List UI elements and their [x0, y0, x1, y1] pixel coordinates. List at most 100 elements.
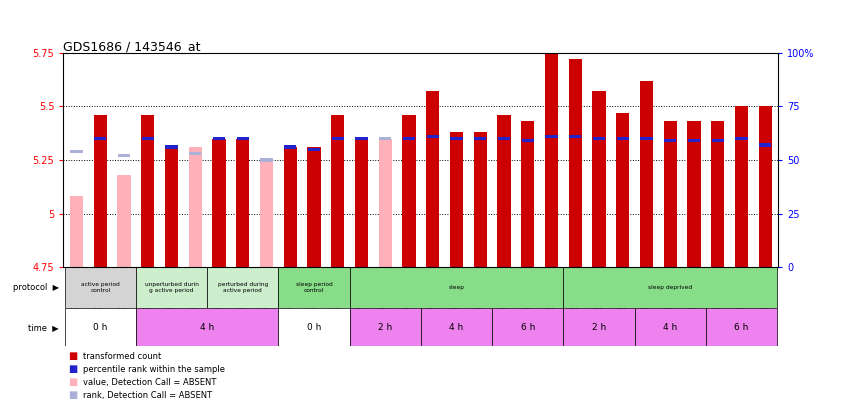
Bar: [165, 145, 178, 149]
Text: active period
control: active period control: [81, 282, 119, 293]
Bar: [735, 107, 748, 267]
Bar: [284, 145, 296, 149]
Bar: [64, 267, 136, 308]
Bar: [616, 113, 629, 267]
Bar: [403, 115, 415, 267]
Text: time  ▶: time ▶: [29, 322, 59, 332]
Bar: [521, 139, 534, 143]
Bar: [349, 267, 563, 308]
Bar: [640, 137, 653, 140]
Bar: [189, 152, 201, 155]
Bar: [283, 147, 297, 267]
Text: GDS1686 / 143546_at: GDS1686 / 143546_at: [63, 40, 201, 53]
Text: 6 h: 6 h: [520, 322, 535, 332]
Bar: [688, 139, 700, 143]
Bar: [136, 308, 278, 346]
Bar: [711, 139, 724, 143]
Bar: [426, 91, 439, 267]
Bar: [355, 139, 368, 267]
Bar: [521, 122, 535, 267]
Bar: [420, 308, 492, 346]
Bar: [634, 308, 706, 346]
Bar: [278, 267, 349, 308]
Text: perturbed during
active period: perturbed during active period: [217, 282, 268, 293]
Bar: [379, 137, 392, 140]
Bar: [261, 158, 272, 162]
Bar: [64, 308, 136, 346]
Bar: [236, 139, 250, 267]
Text: sleep: sleep: [448, 285, 464, 290]
Text: ■: ■: [68, 377, 77, 387]
Bar: [141, 115, 154, 267]
Bar: [308, 147, 321, 151]
Bar: [474, 132, 486, 267]
Bar: [664, 139, 677, 143]
Text: protocol  ▶: protocol ▶: [13, 283, 59, 292]
Bar: [706, 308, 777, 346]
Text: sleep period
control: sleep period control: [295, 282, 332, 293]
Text: ■: ■: [68, 352, 77, 361]
Bar: [141, 137, 154, 140]
Bar: [640, 81, 653, 267]
Text: rank, Detection Call = ABSENT: rank, Detection Call = ABSENT: [83, 391, 212, 400]
Bar: [593, 137, 605, 140]
Bar: [165, 147, 178, 267]
Bar: [136, 267, 207, 308]
Bar: [118, 154, 130, 158]
Bar: [349, 308, 420, 346]
Bar: [617, 137, 629, 140]
Text: 2 h: 2 h: [378, 322, 393, 332]
Bar: [592, 91, 606, 267]
Text: ■: ■: [68, 390, 77, 400]
Bar: [569, 134, 581, 138]
Bar: [735, 137, 748, 140]
Text: 0 h: 0 h: [93, 322, 107, 332]
Bar: [759, 143, 772, 147]
Text: percentile rank within the sample: percentile rank within the sample: [83, 365, 225, 374]
Bar: [759, 107, 772, 267]
Text: value, Detection Call = ABSENT: value, Detection Call = ABSENT: [83, 378, 217, 387]
Bar: [237, 137, 249, 140]
Bar: [94, 115, 107, 267]
Bar: [379, 139, 392, 267]
Text: 4 h: 4 h: [663, 322, 678, 332]
Bar: [426, 134, 439, 138]
Bar: [497, 137, 510, 140]
Bar: [332, 115, 344, 267]
Text: sleep deprived: sleep deprived: [648, 285, 692, 290]
Bar: [546, 134, 558, 138]
Bar: [450, 132, 463, 267]
Bar: [545, 53, 558, 267]
Bar: [563, 267, 777, 308]
Text: 0 h: 0 h: [307, 322, 321, 332]
Bar: [711, 122, 724, 267]
Bar: [492, 308, 563, 346]
Text: transformed count: transformed count: [83, 352, 161, 361]
Text: 4 h: 4 h: [449, 322, 464, 332]
Bar: [307, 147, 321, 267]
Bar: [688, 122, 700, 267]
Bar: [569, 59, 582, 267]
Bar: [563, 308, 634, 346]
Bar: [332, 137, 344, 140]
Bar: [664, 122, 677, 267]
Bar: [70, 150, 83, 153]
Bar: [189, 147, 202, 267]
Bar: [260, 158, 273, 267]
Text: 2 h: 2 h: [592, 322, 606, 332]
Bar: [278, 308, 349, 346]
Bar: [207, 267, 278, 308]
Bar: [213, 137, 225, 140]
Bar: [403, 137, 415, 140]
Text: unperturbed durin
g active period: unperturbed durin g active period: [145, 282, 199, 293]
Bar: [70, 196, 83, 267]
Bar: [355, 137, 368, 140]
Text: ■: ■: [68, 364, 77, 374]
Text: 4 h: 4 h: [200, 322, 214, 332]
Bar: [212, 139, 226, 267]
Bar: [497, 115, 510, 267]
Bar: [450, 137, 463, 140]
Bar: [118, 175, 130, 267]
Text: 6 h: 6 h: [734, 322, 749, 332]
Bar: [474, 137, 486, 140]
